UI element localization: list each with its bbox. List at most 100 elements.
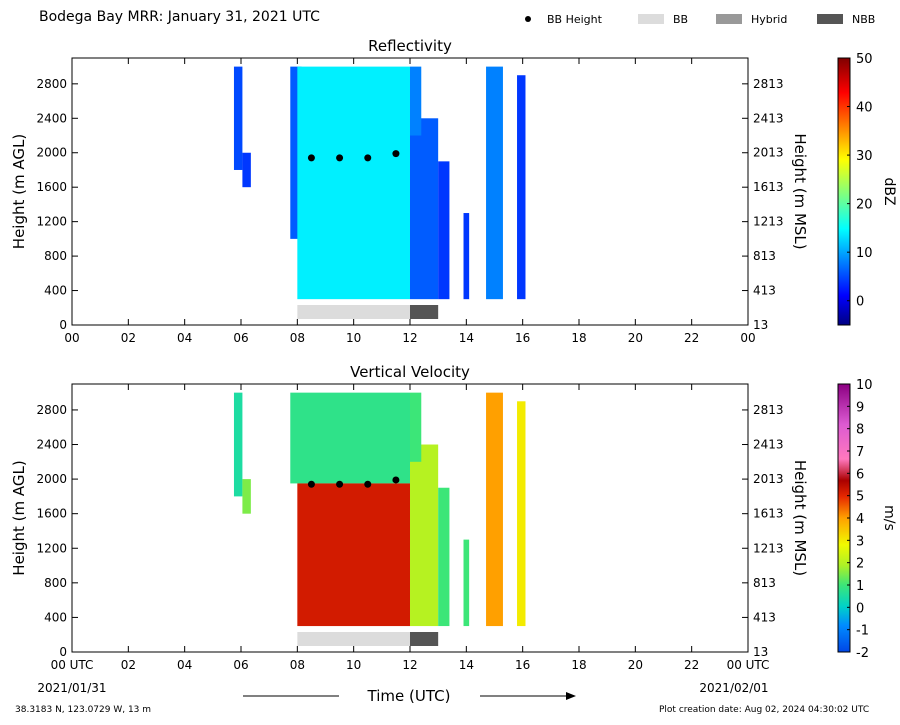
- x-tick-label: 20: [628, 658, 643, 672]
- echo-region: [438, 487, 450, 627]
- echo-region: [242, 152, 251, 188]
- colorbar-tick-label: -1: [856, 624, 869, 639]
- echo-region: [486, 392, 503, 627]
- page-title: Bodega Bay MRR: January 31, 2021 UTC: [39, 9, 320, 25]
- y-tick-label-right: 1613: [753, 180, 784, 194]
- echo-region: [438, 161, 450, 300]
- bright-band-segment: [297, 632, 410, 646]
- y-tick-label-right: 13: [753, 645, 768, 659]
- colorbar-tick-label: 50: [856, 52, 873, 67]
- y-tick-label-left: 1200: [36, 541, 67, 555]
- x-tick-label: 00 UTC: [727, 658, 770, 672]
- colorbar-tick-label: 20: [856, 198, 873, 213]
- colorbar-label: dBZ: [881, 177, 897, 205]
- x-tick-label: 10: [346, 331, 361, 345]
- x-tick-label: 10: [346, 658, 361, 672]
- legend-label: NBB: [852, 12, 876, 26]
- bb-height-point: [364, 154, 372, 162]
- x-tick-label: 12: [402, 658, 417, 672]
- y-tick-label-right: 813: [753, 576, 776, 590]
- y-tick-label-left: 2800: [36, 77, 67, 91]
- y-axis-label-left: Height (m AGL): [10, 134, 28, 249]
- colorbar-tick-label: 7: [856, 445, 864, 460]
- echo-region: [517, 75, 526, 300]
- y-tick-label-right: 2013: [753, 472, 784, 486]
- y-tick-label-right: 1613: [753, 507, 784, 521]
- echo-region: [290, 66, 302, 239]
- x-tick-label: 00 UTC: [51, 658, 94, 672]
- legend-dot-icon: [525, 16, 531, 22]
- bright-band-segment: [410, 632, 439, 646]
- colorbar-label: m/s: [881, 505, 897, 531]
- creation-date-text: Plot creation date: Aug 02, 2024 04:30:0…: [659, 705, 870, 715]
- y-tick-label-right: 1213: [753, 215, 784, 229]
- colorbar-tick-label: 2: [856, 557, 864, 572]
- x-tick-label: 04: [177, 331, 192, 345]
- echo-region: [517, 401, 526, 627]
- legend-item: BB: [638, 11, 688, 27]
- legend-item: NBB: [817, 11, 875, 27]
- colorbar-tick-label: 6: [856, 467, 864, 482]
- colorbar-tick-label: 40: [856, 101, 873, 116]
- panel-title: Vertical Velocity: [350, 363, 470, 381]
- x-tick-label: 14: [459, 658, 474, 672]
- legend-label: Hybrid: [751, 12, 788, 26]
- bright-band-segment: [297, 305, 410, 319]
- x-tick-label: 18: [571, 331, 586, 345]
- colorbar-tick-label: 4: [856, 512, 864, 527]
- bb-height-point: [336, 480, 344, 488]
- y-tick-label-left: 2000: [36, 472, 67, 486]
- x-tick-label: 20: [628, 331, 643, 345]
- y-tick-label-right: 413: [753, 284, 776, 298]
- y-tick-label-left: 2400: [36, 438, 67, 452]
- y-tick-label-right: 2413: [753, 111, 784, 125]
- echo-region: [463, 213, 470, 300]
- colorbar-tick-label: -2: [856, 646, 869, 661]
- echo-region: [297, 66, 410, 300]
- echo-region: [410, 444, 439, 627]
- x-tick-label: 18: [571, 658, 586, 672]
- panel-title: Reflectivity: [368, 37, 452, 55]
- x-tick-label: 02: [121, 331, 136, 345]
- x-tick-label: 12: [402, 331, 417, 345]
- colorbar: [837, 57, 851, 326]
- colorbar-tick-label: 5: [856, 490, 864, 505]
- echo-region: [297, 483, 410, 627]
- start-date-label: 2021/01/31: [37, 681, 106, 695]
- y-tick-label-left: 800: [44, 249, 67, 263]
- y-tick-label-left: 2800: [36, 403, 67, 417]
- y-axis-label-right: Height (m MSL): [791, 133, 809, 249]
- bb-height-point: [364, 480, 372, 488]
- x-tick-label: 06: [233, 331, 248, 345]
- y-tick-label-left: 1600: [36, 507, 67, 521]
- colorbar-tick-label: 8: [856, 423, 864, 438]
- legend-item: Hybrid: [716, 11, 787, 27]
- legend-item: BB Height: [520, 11, 602, 27]
- y-tick-label-left: 1600: [36, 180, 67, 194]
- echo-region: [242, 479, 251, 514]
- x-tick-label: 04: [177, 658, 192, 672]
- x-tick-label: 00: [64, 331, 79, 345]
- x-axis-label: Time (UTC): [367, 687, 451, 705]
- x-tick-label: 06: [233, 658, 248, 672]
- echo-region: [486, 66, 503, 300]
- echo-region: [410, 118, 439, 300]
- bb-height-point: [392, 150, 400, 158]
- colorbar-tick-label: 9: [856, 400, 864, 415]
- y-tick-label-right: 2813: [753, 403, 784, 417]
- colorbar-tick-label: 3: [856, 534, 864, 549]
- x-tick-label: 08: [290, 331, 305, 345]
- bb-height-point: [307, 480, 315, 488]
- legend-swatch: [716, 14, 742, 24]
- y-tick-label-left: 0: [59, 318, 67, 332]
- x-tick-label: 14: [459, 331, 474, 345]
- y-tick-label-right: 813: [753, 249, 776, 263]
- arrow-head-icon: [566, 692, 576, 700]
- y-tick-label-left: 800: [44, 576, 67, 590]
- y-tick-label-left: 400: [44, 610, 67, 624]
- x-tick-label: 16: [515, 331, 530, 345]
- legend-swatch: [817, 14, 843, 24]
- colorbar-tick-label: 0: [856, 295, 864, 310]
